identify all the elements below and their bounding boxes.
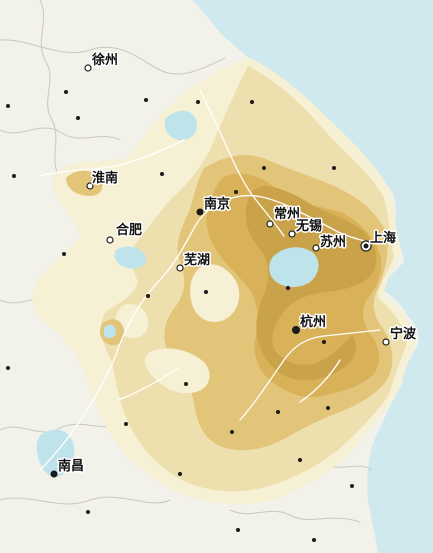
nanjing-marker <box>196 208 204 216</box>
town-dot <box>6 104 10 108</box>
city-label-shanghai: 上海 <box>370 230 396 246</box>
boundary-line <box>229 509 361 523</box>
town-dot <box>332 166 336 170</box>
town-dot <box>322 340 326 344</box>
town-dot <box>276 410 280 414</box>
city-label-ningbo: 宁波 <box>390 326 417 342</box>
town-dot <box>62 252 66 256</box>
city-label-wuxi: 无锡 <box>295 218 322 234</box>
small-lake <box>104 324 116 339</box>
town-dot <box>250 100 254 104</box>
yangtze-river <box>39 194 381 471</box>
chaohu-lake <box>114 246 147 269</box>
city-label-nanchang: 南昌 <box>58 458 84 474</box>
town-dot <box>160 172 164 176</box>
city-label-nanjing: 南京 <box>204 196 230 212</box>
light-patch <box>190 264 240 323</box>
ningbo-marker <box>382 338 390 346</box>
hangzhou-marker <box>292 326 300 334</box>
taihu-lake <box>269 247 319 288</box>
city-label-suzhou: 苏州 <box>320 234 346 250</box>
huainan-marker <box>86 182 94 190</box>
town-dot <box>230 430 234 434</box>
nanchang-marker <box>50 470 58 478</box>
town-dot <box>286 286 290 290</box>
city-label-xuzhou: 徐州 <box>91 52 118 68</box>
tributary <box>299 359 341 403</box>
city-label-hangzhou: 杭州 <box>300 314 326 330</box>
city-labels: 徐州 淮南 南京 合肥 常州 无锡 苏州 上海 芜湖 杭州 宁波 南昌 <box>57 51 419 476</box>
town-dot <box>236 528 240 532</box>
wuxi-marker <box>288 230 296 238</box>
town-dot <box>6 366 10 370</box>
tributary <box>117 367 179 401</box>
city-label-wuhu: 芜湖 <box>184 252 210 268</box>
boundary-line <box>39 0 61 179</box>
town-dot <box>64 90 68 94</box>
grand-canal <box>199 89 285 237</box>
town-dot <box>204 290 208 294</box>
town-dot <box>184 382 188 386</box>
city-label-hefei: 合肥 <box>116 222 142 238</box>
town-dot <box>86 510 90 514</box>
town-dot <box>124 422 128 426</box>
minor-towns <box>6 90 354 542</box>
density-pocket <box>66 170 103 196</box>
city-label-changzhou: 常州 <box>274 206 300 222</box>
boundary-line <box>0 39 226 75</box>
huai-river <box>39 139 185 177</box>
hongze-lake <box>164 110 197 141</box>
town-dot <box>146 294 150 298</box>
town-dot <box>312 538 316 542</box>
town-dot <box>262 166 266 170</box>
town-dot <box>76 116 80 120</box>
xuzhou-marker <box>84 64 92 72</box>
light-patch <box>144 348 210 394</box>
changzhou-marker <box>266 220 274 228</box>
boundary-line <box>0 127 121 141</box>
town-dot <box>12 174 16 178</box>
town-dot <box>234 190 238 194</box>
town-dot <box>298 458 302 462</box>
shanghai-marker <box>363 243 369 249</box>
town-dot <box>178 472 182 476</box>
town-dot <box>326 406 330 410</box>
hefei-marker <box>106 236 114 244</box>
rivers <box>39 89 381 471</box>
town-dot <box>350 484 354 488</box>
city-label-huainan: 淮南 <box>91 170 118 186</box>
wuhu-marker <box>176 264 184 272</box>
suzhou-marker <box>312 244 320 252</box>
city-markers <box>50 64 390 478</box>
town-dot <box>196 100 200 104</box>
boundary-line <box>0 496 171 505</box>
qiantang-river <box>239 329 381 421</box>
town-dot <box>144 98 148 102</box>
boundary-line <box>0 423 119 433</box>
